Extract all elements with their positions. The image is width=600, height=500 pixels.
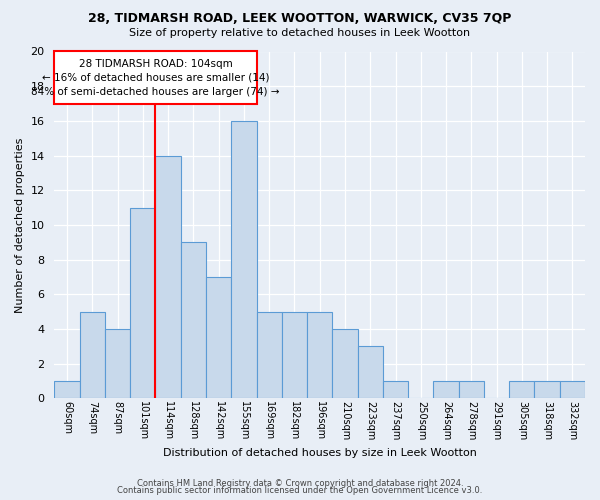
Y-axis label: Number of detached properties: Number of detached properties [15, 138, 25, 312]
X-axis label: Distribution of detached houses by size in Leek Wootton: Distribution of detached houses by size … [163, 448, 476, 458]
Bar [535, 381, 560, 398]
Bar [130, 208, 155, 398]
Text: Size of property relative to detached houses in Leek Wootton: Size of property relative to detached ho… [130, 28, 470, 38]
Bar [560, 381, 585, 398]
Text: 28 TIDMARSH ROAD: 104sqm
← 16% of detached houses are smaller (14)
84% of semi-d: 28 TIDMARSH ROAD: 104sqm ← 16% of detach… [31, 58, 280, 96]
Bar [358, 346, 383, 399]
Bar [231, 121, 257, 398]
Text: Contains public sector information licensed under the Open Government Licence v3: Contains public sector information licen… [118, 486, 482, 495]
Bar [307, 312, 332, 398]
Bar [55, 381, 80, 398]
Bar [206, 277, 231, 398]
Bar [282, 312, 307, 398]
Bar [458, 381, 484, 398]
Bar [155, 156, 181, 398]
FancyBboxPatch shape [55, 52, 257, 104]
Bar [181, 242, 206, 398]
Text: Contains HM Land Registry data © Crown copyright and database right 2024.: Contains HM Land Registry data © Crown c… [137, 478, 463, 488]
Bar [80, 312, 105, 398]
Bar [433, 381, 458, 398]
Bar [383, 381, 408, 398]
Bar [257, 312, 282, 398]
Bar [509, 381, 535, 398]
Text: 28, TIDMARSH ROAD, LEEK WOOTTON, WARWICK, CV35 7QP: 28, TIDMARSH ROAD, LEEK WOOTTON, WARWICK… [88, 12, 512, 26]
Bar [332, 329, 358, 398]
Bar [105, 329, 130, 398]
